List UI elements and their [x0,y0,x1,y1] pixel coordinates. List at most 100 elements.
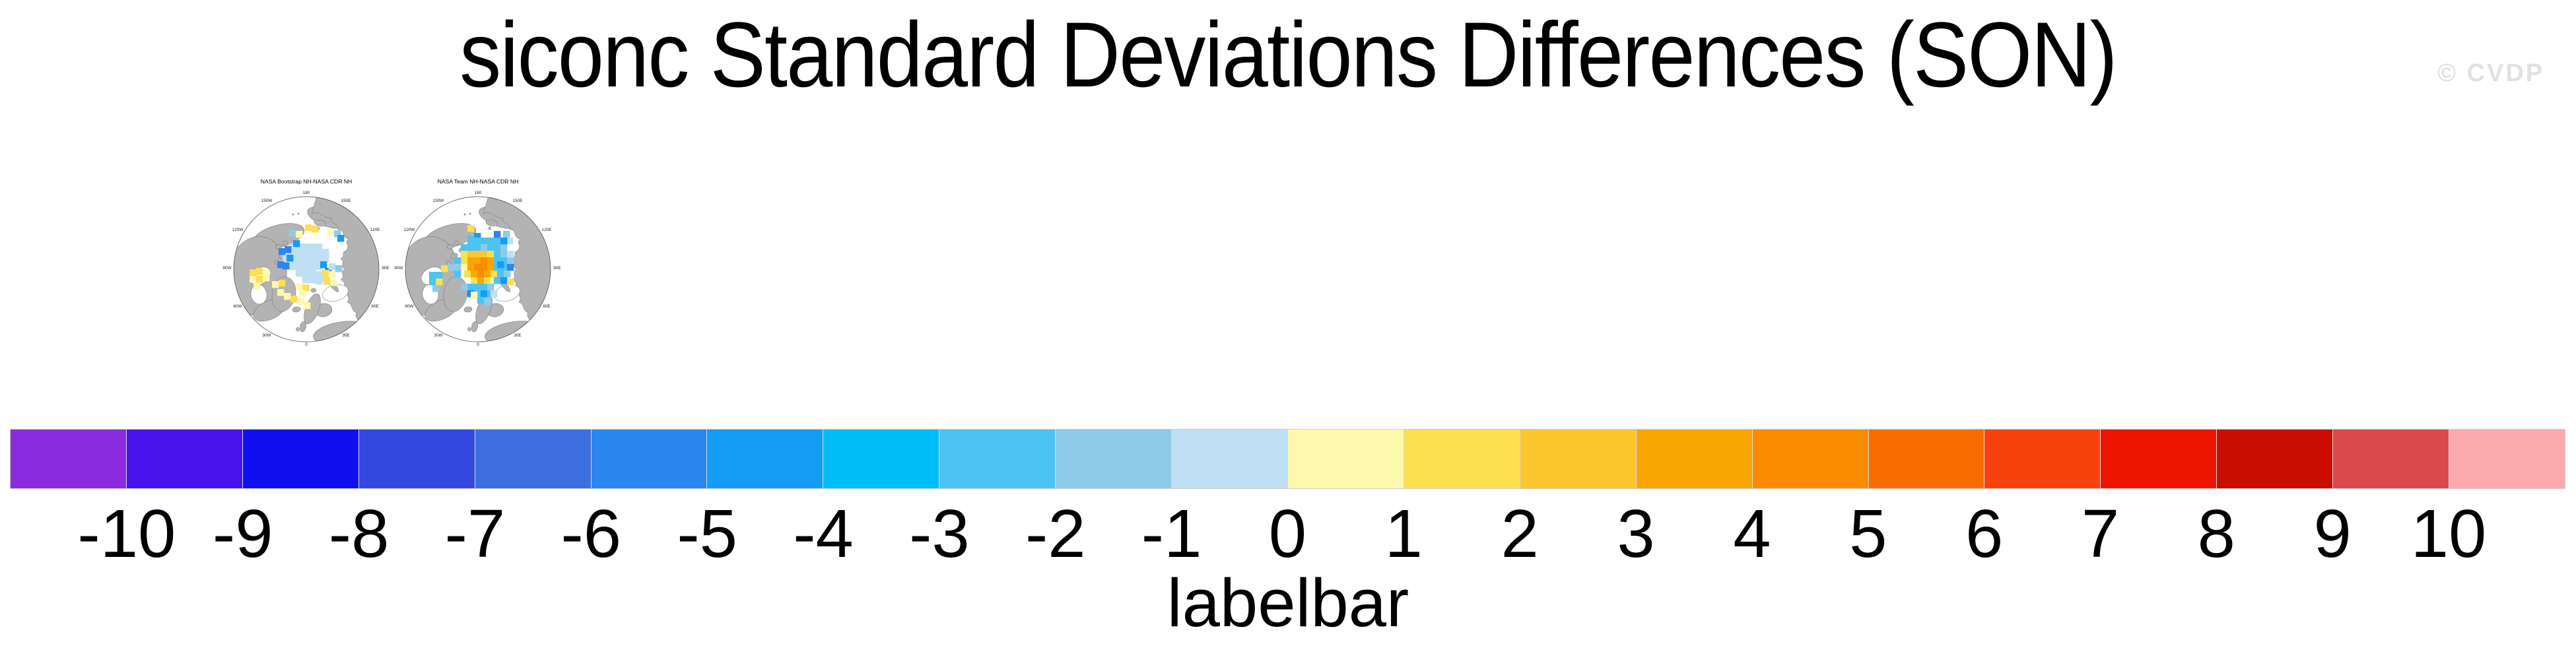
map-cells [429,225,514,306]
map-title: NASA Bootstrap NH-NASA CDR NH [261,178,353,185]
labelbar-tick: -10 [77,496,176,571]
labelbar-box [2217,430,2334,488]
lon-label: 90E [382,266,389,271]
labelbar-box [126,430,243,488]
grid-cell [494,238,501,245]
lon-labels: 180 150W 150E 120W 120E 90W 90E 60W 60E 30W 30E 0 [394,191,560,347]
grid-cell [507,278,514,286]
grid-cell [481,238,488,245]
grid-cell [289,250,296,257]
grid-cell [500,244,508,251]
labelbar-box [707,430,824,488]
labelbar-tick: -8 [328,496,390,571]
labelbar-box [358,430,475,488]
labelbar-title: labelbar [1167,565,1409,641]
grid-cell [316,243,323,251]
labelbar-box [11,430,127,488]
lon-label: 90W [394,266,403,271]
lon-label: 120W [232,228,244,232]
grid-cell [334,230,341,238]
lon-label: 180 [475,191,482,195]
grid-cell [507,251,514,258]
grid-cell [316,257,323,264]
grid-cell [254,282,261,290]
grid-cell [436,278,443,286]
map-panel-nasa-team-diff: NASA Team NH-NASA CDR NH 180 150W 150E 120W… [394,178,560,347]
grid-cell [491,290,498,298]
grid-cell [277,261,285,269]
grid-cell [507,264,514,271]
grid-cell [500,277,508,284]
grid-cell [432,285,440,292]
grid-cell [302,263,310,271]
grid-cell [474,238,481,245]
labelbar-tick: 3 [1617,496,1655,571]
grid-cell [487,238,494,245]
lon-label: 150W [433,199,445,203]
grid-cell [277,289,285,296]
grid-cell [289,263,296,271]
grid-cell [500,251,508,258]
labelbar-box [823,430,940,488]
lon-label: 30E [514,333,521,338]
lon-label: 150W [261,199,273,203]
labelbar-box [2333,430,2450,488]
grid-cell [250,269,257,276]
map-outline [405,196,551,342]
grid-cell [299,290,306,297]
labelbar-tick: 1 [1384,496,1423,571]
cvdp-watermark: © CVDP [2437,59,2545,87]
grid-cell [467,284,475,291]
grid-cell [487,284,494,291]
grid-cell [506,238,514,245]
grid-cell [467,264,475,271]
grid-cell [285,246,292,253]
grid-cell [467,225,475,232]
grid-cell [484,271,491,278]
labelbar-tick: -7 [444,496,506,571]
lon-label: 150E [341,199,351,203]
grid-cell [335,265,343,273]
labelbar-box [2449,430,2565,488]
lon-label: 0 [477,342,479,347]
grid-cell [302,270,310,277]
grid-cell [296,257,303,264]
labelbar-box [242,430,359,488]
grid-cell [309,276,316,284]
grid-cell [494,244,501,251]
labelbar-ticks: -10 -9 -8 -7 -6 -5 -4 -3 -2 -1 0 1 2 3 4 5 6 7 8 9 10 [0,495,2576,571]
grid-cell [461,257,468,265]
grid-cell [302,257,310,264]
grid-cell [323,278,331,285]
grid-cell [316,271,323,278]
grid-cell [481,290,488,298]
labelbar-box [1172,430,1288,488]
labelbar-tick: -9 [212,496,273,571]
grid-cell [481,264,488,271]
labelbar-tick: 2 [1501,496,1539,571]
grid-cell [296,231,303,238]
grid-cell [263,269,270,276]
grid-cell [284,293,291,300]
grid-cell [283,255,290,263]
grid-cell [327,229,335,236]
grid-cell [309,263,316,271]
grid-cell [287,255,294,262]
labelbar-tick: 5 [1849,496,1887,571]
grid-cell [429,272,436,279]
map-cells [250,224,345,309]
grid-cell [309,243,316,251]
lon-label: 60E [543,304,550,309]
grid-cell [309,270,316,277]
grid-cell [304,302,311,309]
grid-cell [484,277,491,284]
grid-cell [477,271,485,278]
lon-label: 120E [370,228,380,232]
grid-cell [471,277,478,284]
grid-cell [256,276,263,283]
grid-cell [329,271,336,278]
grid-cell [467,257,475,265]
grid-cell [322,270,329,277]
grid-cell [256,268,263,275]
